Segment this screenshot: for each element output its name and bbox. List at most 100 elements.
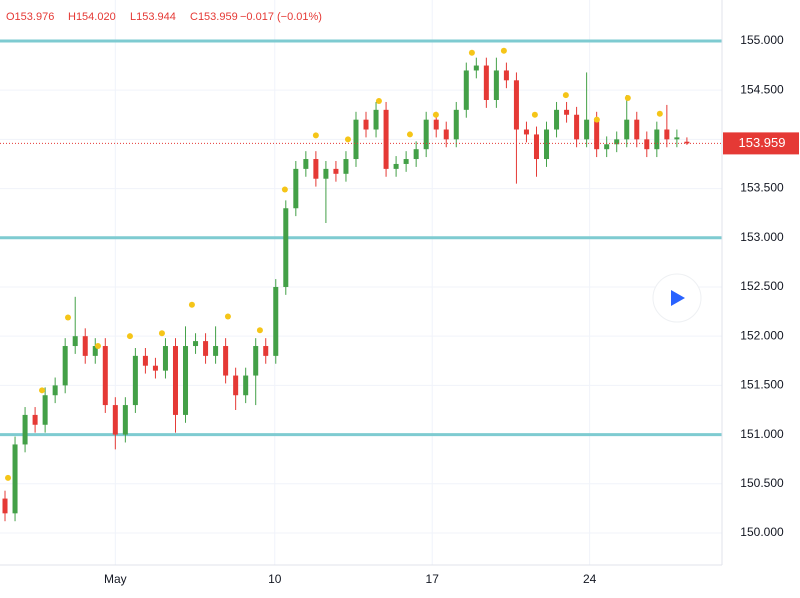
candle-body — [584, 119, 590, 140]
fractal-marker — [656, 110, 663, 117]
candle-body — [503, 70, 509, 81]
candle-body — [333, 168, 339, 174]
candle-body — [253, 346, 259, 376]
candle-body — [22, 414, 28, 445]
candle-body — [614, 139, 620, 145]
fractal-marker — [281, 186, 288, 193]
candle-body — [523, 129, 529, 135]
fractal-marker — [593, 116, 600, 123]
play-button[interactable] — [652, 273, 702, 323]
candle-body — [122, 405, 128, 435]
fractal-marker — [406, 131, 413, 138]
fractal-marker — [256, 327, 263, 334]
candle-body — [162, 346, 168, 371]
candle-body — [594, 119, 600, 150]
fractal-marker — [468, 49, 475, 56]
y-tick-label: 152.500 — [740, 279, 784, 293]
candle-body — [413, 149, 419, 160]
fractal-marker — [432, 111, 439, 118]
candle-body — [513, 80, 519, 130]
candle-body — [353, 119, 359, 160]
candle-body — [62, 346, 68, 386]
candle-body — [654, 129, 660, 150]
change-label: −0.017 (−0.01%) — [240, 11, 322, 23]
candle-body — [293, 168, 299, 209]
candle-body — [433, 119, 439, 130]
fractal-marker — [562, 92, 569, 99]
x-tick-label: 17 — [426, 572, 440, 586]
candle-body — [92, 346, 98, 356]
candle-body — [223, 346, 229, 376]
low-label: L153.944 — [130, 11, 176, 23]
candle-body — [373, 109, 379, 130]
candle-body — [533, 134, 539, 160]
candle-body — [52, 385, 58, 396]
candle-body — [343, 159, 349, 174]
candle-body — [183, 346, 189, 415]
candle-body — [544, 129, 550, 160]
candle-body — [32, 414, 38, 425]
candle-body — [443, 129, 449, 140]
fractal-marker — [94, 343, 101, 350]
last-price-box — [723, 132, 799, 155]
play-icon[interactable] — [671, 290, 685, 306]
candle-body — [674, 137, 680, 140]
close-label: C153.959 — [190, 11, 238, 23]
candle-body — [684, 141, 690, 144]
candle-body — [82, 336, 88, 356]
fractal-marker — [500, 47, 507, 54]
candle-body — [604, 144, 610, 150]
candle-body — [664, 129, 670, 140]
fractal-marker — [64, 314, 71, 321]
fractal-marker — [158, 330, 165, 337]
candle-body — [273, 286, 279, 356]
y-tick-label: 150.500 — [740, 476, 784, 490]
candle-body — [483, 65, 489, 100]
x-tick-label: May — [104, 572, 127, 586]
fractal-marker — [224, 313, 231, 320]
y-tick-label: 151.500 — [740, 378, 784, 392]
candle-body — [213, 346, 219, 356]
y-tick-label: 152.000 — [740, 328, 784, 342]
fractal-marker — [188, 301, 195, 308]
candle-body — [383, 109, 389, 169]
fractal-marker — [624, 95, 631, 102]
candle-body — [634, 119, 640, 140]
candle-body — [403, 159, 409, 164]
candle-body — [554, 109, 560, 130]
fractal-marker — [312, 132, 319, 139]
fractal-marker — [126, 333, 133, 340]
fractal-marker — [5, 474, 12, 481]
candle-body — [203, 341, 209, 356]
candle-body — [463, 70, 469, 110]
candle-body — [303, 159, 309, 169]
candle-body — [423, 119, 429, 150]
y-tick-label: 151.000 — [740, 427, 784, 441]
candle-body — [12, 444, 18, 514]
candle-body — [142, 355, 148, 366]
candle-body — [313, 159, 319, 179]
candle-body — [644, 139, 650, 150]
candle-body — [323, 168, 329, 179]
candle-body — [283, 208, 289, 287]
candle-body — [624, 119, 630, 140]
candle-body — [233, 375, 239, 396]
fractal-marker — [344, 136, 351, 143]
candle-body — [102, 346, 108, 406]
candle-body — [112, 405, 118, 435]
candle-body — [132, 355, 138, 406]
candle-body — [393, 163, 399, 169]
fractal-marker — [531, 111, 538, 118]
candle-body — [152, 365, 158, 371]
candle-body — [493, 70, 499, 100]
x-tick-label: 24 — [583, 572, 597, 586]
candle-body — [193, 341, 199, 347]
x-tick-label: 10 — [268, 572, 282, 586]
candle-body — [243, 375, 249, 396]
candle-body — [263, 346, 269, 356]
candle-body — [2, 498, 8, 514]
candle-body — [473, 65, 479, 71]
candle-body — [363, 119, 369, 130]
header: O153.976 H154.020 L153.944 C153.959 −0.0… — [6, 11, 322, 23]
